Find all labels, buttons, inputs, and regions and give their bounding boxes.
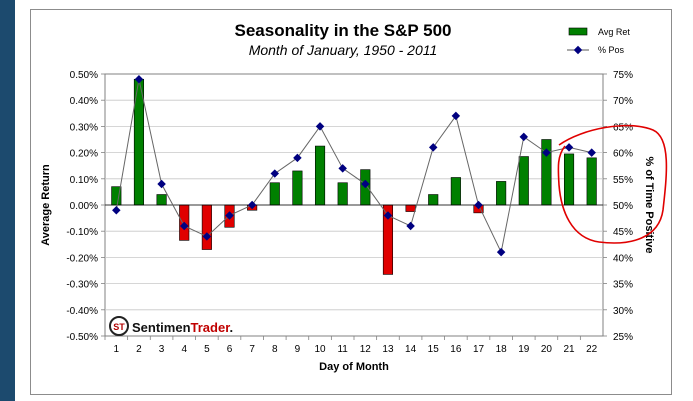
y-right-tick-label: 35%: [613, 280, 633, 291]
pct-pos-point: [519, 132, 529, 142]
y-right-tick-label: 60%: [613, 149, 633, 160]
y-left-tick-label: 0.40%: [70, 96, 98, 107]
bar: [337, 182, 348, 206]
watermark-text-part2: Trader: [191, 320, 231, 335]
x-tick-label: 20: [541, 344, 553, 355]
y-right-tick-label: 25%: [613, 332, 633, 343]
y-right-tick-label: 45%: [613, 227, 633, 238]
x-tick-label: 16: [450, 344, 462, 355]
x-tick-label: 4: [181, 344, 187, 355]
sentimentrader-watermark: ST SentimenTrader.: [109, 316, 233, 336]
x-tick-label: 18: [496, 344, 508, 355]
chart-title: Seasonality in the S&P 500: [235, 21, 452, 40]
watermark-text-suffix: .: [230, 320, 234, 335]
y-right-tick-label: 75%: [613, 70, 633, 81]
bar: [269, 182, 280, 206]
legend: Avg Ret % Pos: [567, 27, 630, 55]
chart-frame: Seasonality in the S&P 500 Month of Janu…: [30, 9, 672, 395]
x-tick-label: 14: [405, 344, 417, 355]
bar: [496, 181, 507, 206]
x-tick-label: 19: [518, 344, 530, 355]
pct-pos-point: [270, 169, 280, 178]
bar: [563, 153, 575, 206]
y-left-tick-label: 0.10%: [70, 175, 98, 186]
legend-label-pct-pos: % Pos: [598, 45, 625, 55]
y-right-tick-label: 50%: [613, 201, 633, 212]
x-tick-label: 13: [382, 344, 394, 355]
y-axis-left-title: Average Return: [40, 164, 52, 246]
x-tick-label: 12: [360, 344, 372, 355]
y-left-tick-label: 0.50%: [70, 70, 98, 81]
bar: [405, 204, 416, 212]
bar: [156, 194, 167, 206]
pct-pos-point: [179, 221, 189, 231]
watermark-logo-letters: ST: [113, 322, 125, 332]
watermark-text-part1: Sentimen: [132, 320, 191, 335]
legend-diamond-marker: [573, 45, 583, 55]
bar: [518, 156, 529, 206]
y-left-tick-label: 0.20%: [70, 149, 98, 160]
x-tick-label: 9: [295, 344, 301, 355]
y-right-tick-label: 70%: [613, 96, 633, 107]
y-left-tick-label: -0.10%: [66, 227, 98, 238]
watermark-logo-icon: [109, 316, 129, 336]
pct-pos-point: [112, 205, 121, 215]
chart-svg: Seasonality in the S&P 500 Month of Janu…: [40, 21, 668, 373]
bar: [201, 204, 212, 250]
x-tick-label: 22: [586, 344, 598, 355]
y-right-tick-label: 55%: [613, 175, 633, 186]
pct-pos-point: [496, 247, 506, 257]
chart-subtitle: Month of January, 1950 - 2011: [249, 42, 438, 58]
bar: [428, 194, 439, 206]
pct-pos-point: [338, 164, 347, 173]
page-left-edge-bar: [0, 0, 15, 401]
y-left-tick-label: 0.30%: [70, 122, 98, 133]
legend-label-avg-ret: Avg Ret: [598, 27, 630, 37]
pct-pos-point: [315, 122, 325, 131]
pct-pos-point: [406, 221, 415, 231]
pct-pos-point: [293, 153, 302, 163]
pct-pos-point: [451, 111, 461, 121]
y-right-tick-label: 30%: [613, 306, 633, 317]
x-tick-label: 21: [563, 344, 575, 355]
pct-pos-point: [383, 211, 393, 220]
pct-pos-point: [247, 200, 257, 210]
y-left-tick-label: 0.00%: [70, 201, 98, 212]
x-axis-title: Day of Month: [319, 361, 389, 373]
pct-pos-point: [157, 179, 166, 189]
pct-pos-point: [474, 200, 483, 210]
y-left-tick-label: -0.30%: [66, 280, 98, 291]
pct-pos-point: [225, 211, 234, 220]
x-tick-label: 10: [314, 344, 326, 355]
pct-pos-point: [361, 179, 370, 189]
pct-pos-point: [202, 232, 212, 241]
x-tick-label: 15: [428, 344, 440, 355]
x-tick-label: 6: [227, 344, 233, 355]
x-tick-label: 5: [204, 344, 210, 355]
y-left-tick-label: -0.40%: [66, 306, 98, 317]
x-tick-label: 8: [272, 344, 278, 355]
legend-bar-swatch: [568, 27, 588, 36]
x-tick-label: 2: [136, 344, 142, 355]
y-right-tick-label: 65%: [613, 122, 633, 133]
bar: [450, 177, 461, 206]
y-axis-right-title: % of Time Positive: [643, 157, 655, 254]
axis-ticks: -0.50% 25% -0.40% 30% -0.30% 35% -0.20% 40% -0.1…: [66, 70, 633, 355]
x-tick-label: 1: [114, 344, 120, 355]
pct-pos-line: [115, 79, 592, 254]
bar: [314, 145, 326, 206]
pct-pos-point: [134, 74, 144, 84]
bar: [586, 157, 597, 206]
x-tick-label: 17: [473, 344, 485, 355]
watermark-text: SentimenTrader.: [132, 320, 233, 335]
red-annotation-circle: [557, 124, 668, 244]
y-right-tick-label: 40%: [613, 253, 633, 264]
pct-pos-point: [428, 143, 438, 152]
bar: [292, 170, 303, 206]
x-tick-label: 11: [337, 344, 348, 355]
x-tick-label: 3: [159, 344, 165, 355]
y-left-tick-label: -0.20%: [66, 253, 98, 264]
y-left-tick-label: -0.50%: [66, 332, 98, 343]
x-tick-label: 7: [249, 344, 255, 355]
